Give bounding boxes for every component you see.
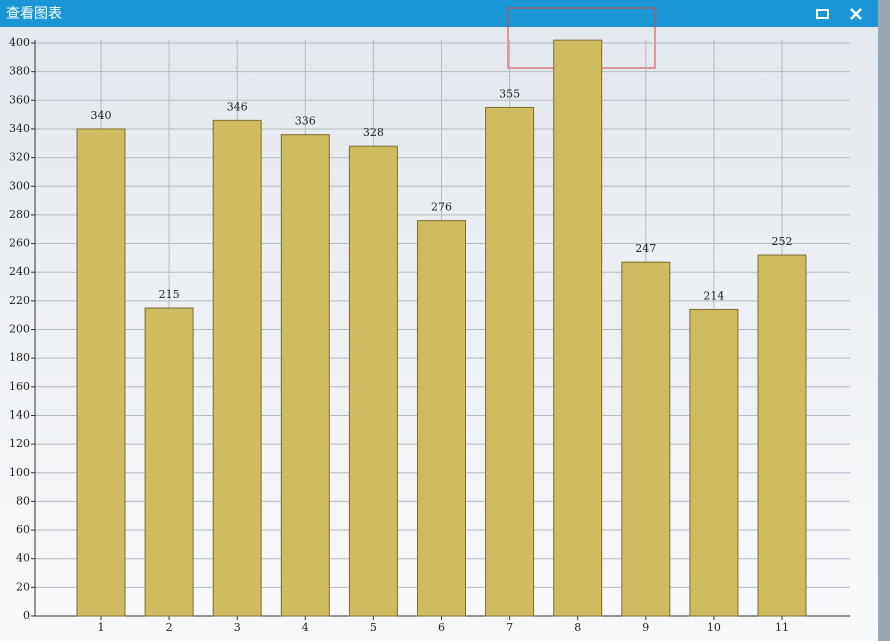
y-tick-label: 380 <box>9 65 30 78</box>
data-label: 328 <box>363 126 384 139</box>
data-label: 247 <box>635 242 656 255</box>
y-tick-label: 60 <box>16 523 30 536</box>
bar <box>212 119 262 617</box>
bar <box>280 134 330 617</box>
x-tick-label: 7 <box>506 621 513 634</box>
data-label: 346 <box>227 100 248 113</box>
data-label: 252 <box>772 235 793 248</box>
y-tick-label: 140 <box>9 408 30 421</box>
x-tick-label: 8 <box>574 621 581 634</box>
bar <box>553 39 603 617</box>
y-tick-label: 220 <box>9 294 30 307</box>
bar <box>144 307 194 617</box>
data-label: 340 <box>91 109 112 122</box>
y-tick-label: 180 <box>9 351 30 364</box>
plot: 0 20 40 60 80 100 120 140 160 180 200 220 240 260 280 3… <box>9 36 850 634</box>
title-bar <box>0 0 878 27</box>
data-label: 215 <box>159 288 180 301</box>
x-tick-label: 4 <box>302 621 309 634</box>
y-tick-label: 160 <box>9 380 30 393</box>
y-tick-label: 360 <box>9 93 30 106</box>
bar <box>417 220 466 617</box>
y-tick-label: 280 <box>9 208 30 221</box>
y-tick-label: 340 <box>9 122 30 135</box>
maximize-button[interactable] <box>816 9 829 19</box>
window-title: 查看图表 <box>6 6 62 22</box>
x-tick-label: 10 <box>707 621 721 634</box>
y-tick-label: 80 <box>16 494 30 507</box>
bar <box>757 254 807 617</box>
y-tick-label: 240 <box>9 265 30 278</box>
bar <box>485 106 535 617</box>
x-tick-label: 1 <box>98 621 105 634</box>
x-tick-label: 9 <box>642 621 649 634</box>
y-tick-label: 0 <box>23 609 30 622</box>
y-tick-label: 260 <box>9 237 30 250</box>
y-tick-label: 200 <box>9 323 30 336</box>
y-tick-label: 40 <box>16 552 30 565</box>
y-tick-label: 300 <box>9 179 30 192</box>
y-tick-label: 120 <box>9 437 30 450</box>
close-button[interactable] <box>850 8 862 20</box>
x-tick-label: 11 <box>775 621 789 634</box>
bar <box>689 308 739 617</box>
y-tick-label: 100 <box>9 466 30 479</box>
data-label: 336 <box>295 115 316 128</box>
bar <box>621 261 671 617</box>
y-tick-label: 400 <box>9 36 30 49</box>
data-label: 276 <box>431 201 452 214</box>
y-tick-label: 20 <box>16 580 30 593</box>
bar <box>348 145 398 617</box>
data-label: 214 <box>703 289 724 302</box>
data-label: 355 <box>499 87 520 100</box>
bar <box>76 128 126 617</box>
y-tick-label: 320 <box>9 151 30 164</box>
x-tick-label: 5 <box>370 621 377 634</box>
x-tick-label: 3 <box>234 621 241 634</box>
x-tick-label: 2 <box>166 621 173 634</box>
x-tick-label: 6 <box>438 621 445 634</box>
